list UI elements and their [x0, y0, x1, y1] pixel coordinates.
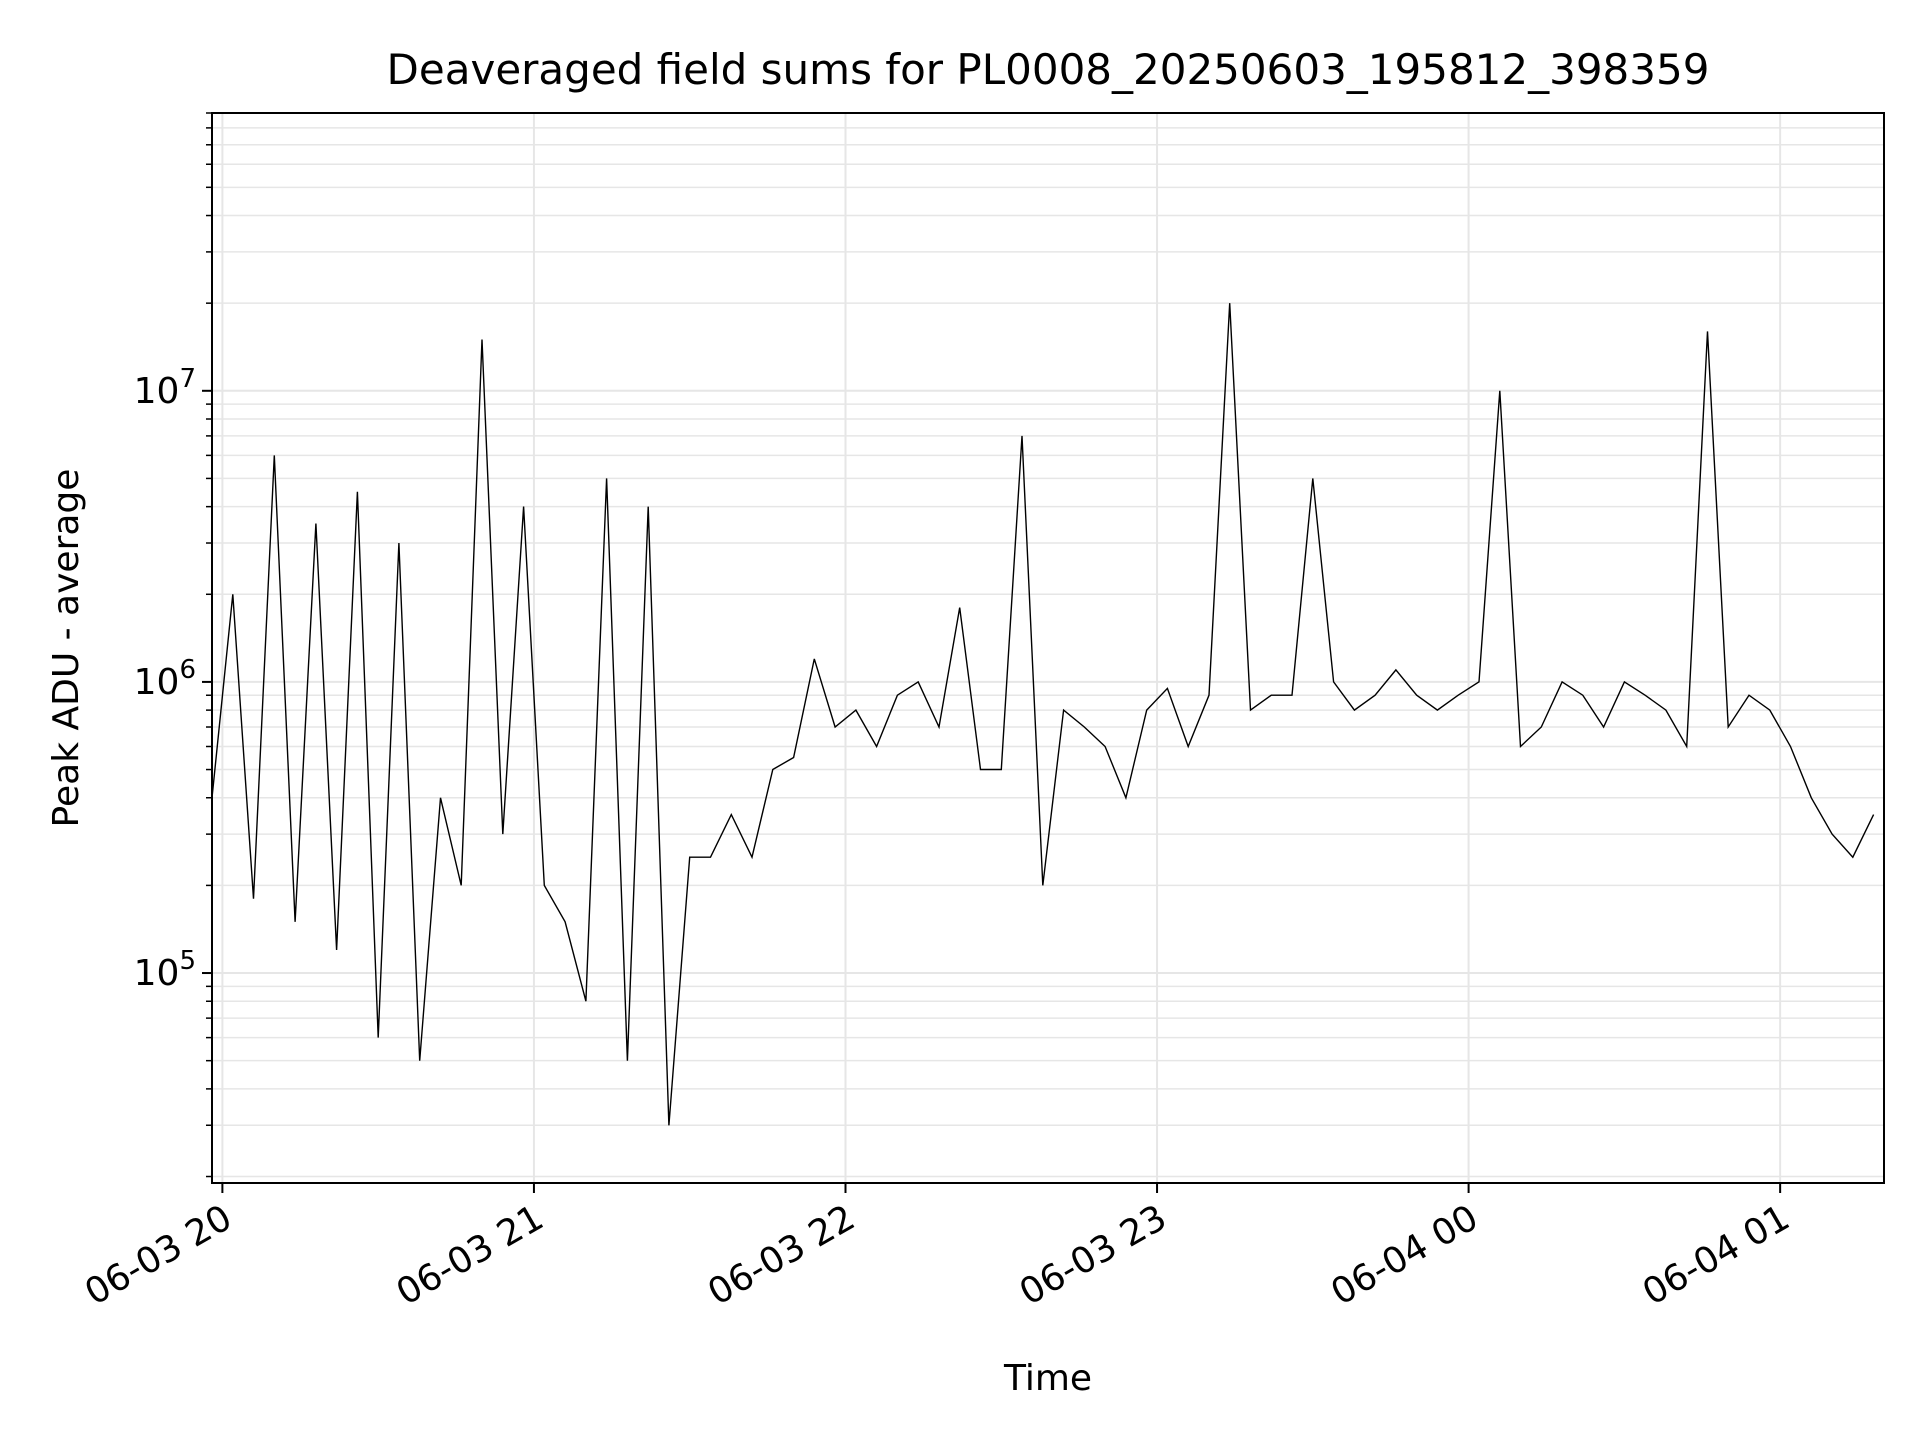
x-axis: 06-03 20 06-03 21 06-03 22 06-03 23 06-04 00…	[78, 1183, 1797, 1314]
y-axis-label: Peak ADU - average	[46, 469, 87, 828]
x-axis-label: Time	[1003, 1358, 1092, 1399]
series-line	[211, 303, 1875, 1126]
chart-title: Deaveraged field sums for PL0008_2025060…	[387, 45, 1710, 94]
x-tick-label: 06-03 21	[390, 1197, 551, 1313]
plot-frame	[211, 112, 1885, 1184]
x-tick-label: 06-04 01	[1636, 1197, 1797, 1313]
y-axis: 105 106 107	[134, 112, 212, 1178]
x-tick-label: 06-03 23	[1013, 1197, 1174, 1313]
y-tick-label: 106	[134, 655, 196, 703]
y-tick-label: 105	[134, 946, 196, 994]
x-tick-label: 06-03 22	[701, 1197, 862, 1313]
grid	[212, 112, 1884, 1183]
y-tick-label: 107	[134, 364, 196, 412]
x-tick-label: 06-03 20	[78, 1197, 239, 1313]
x-tick-label: 06-04 00	[1324, 1197, 1485, 1313]
